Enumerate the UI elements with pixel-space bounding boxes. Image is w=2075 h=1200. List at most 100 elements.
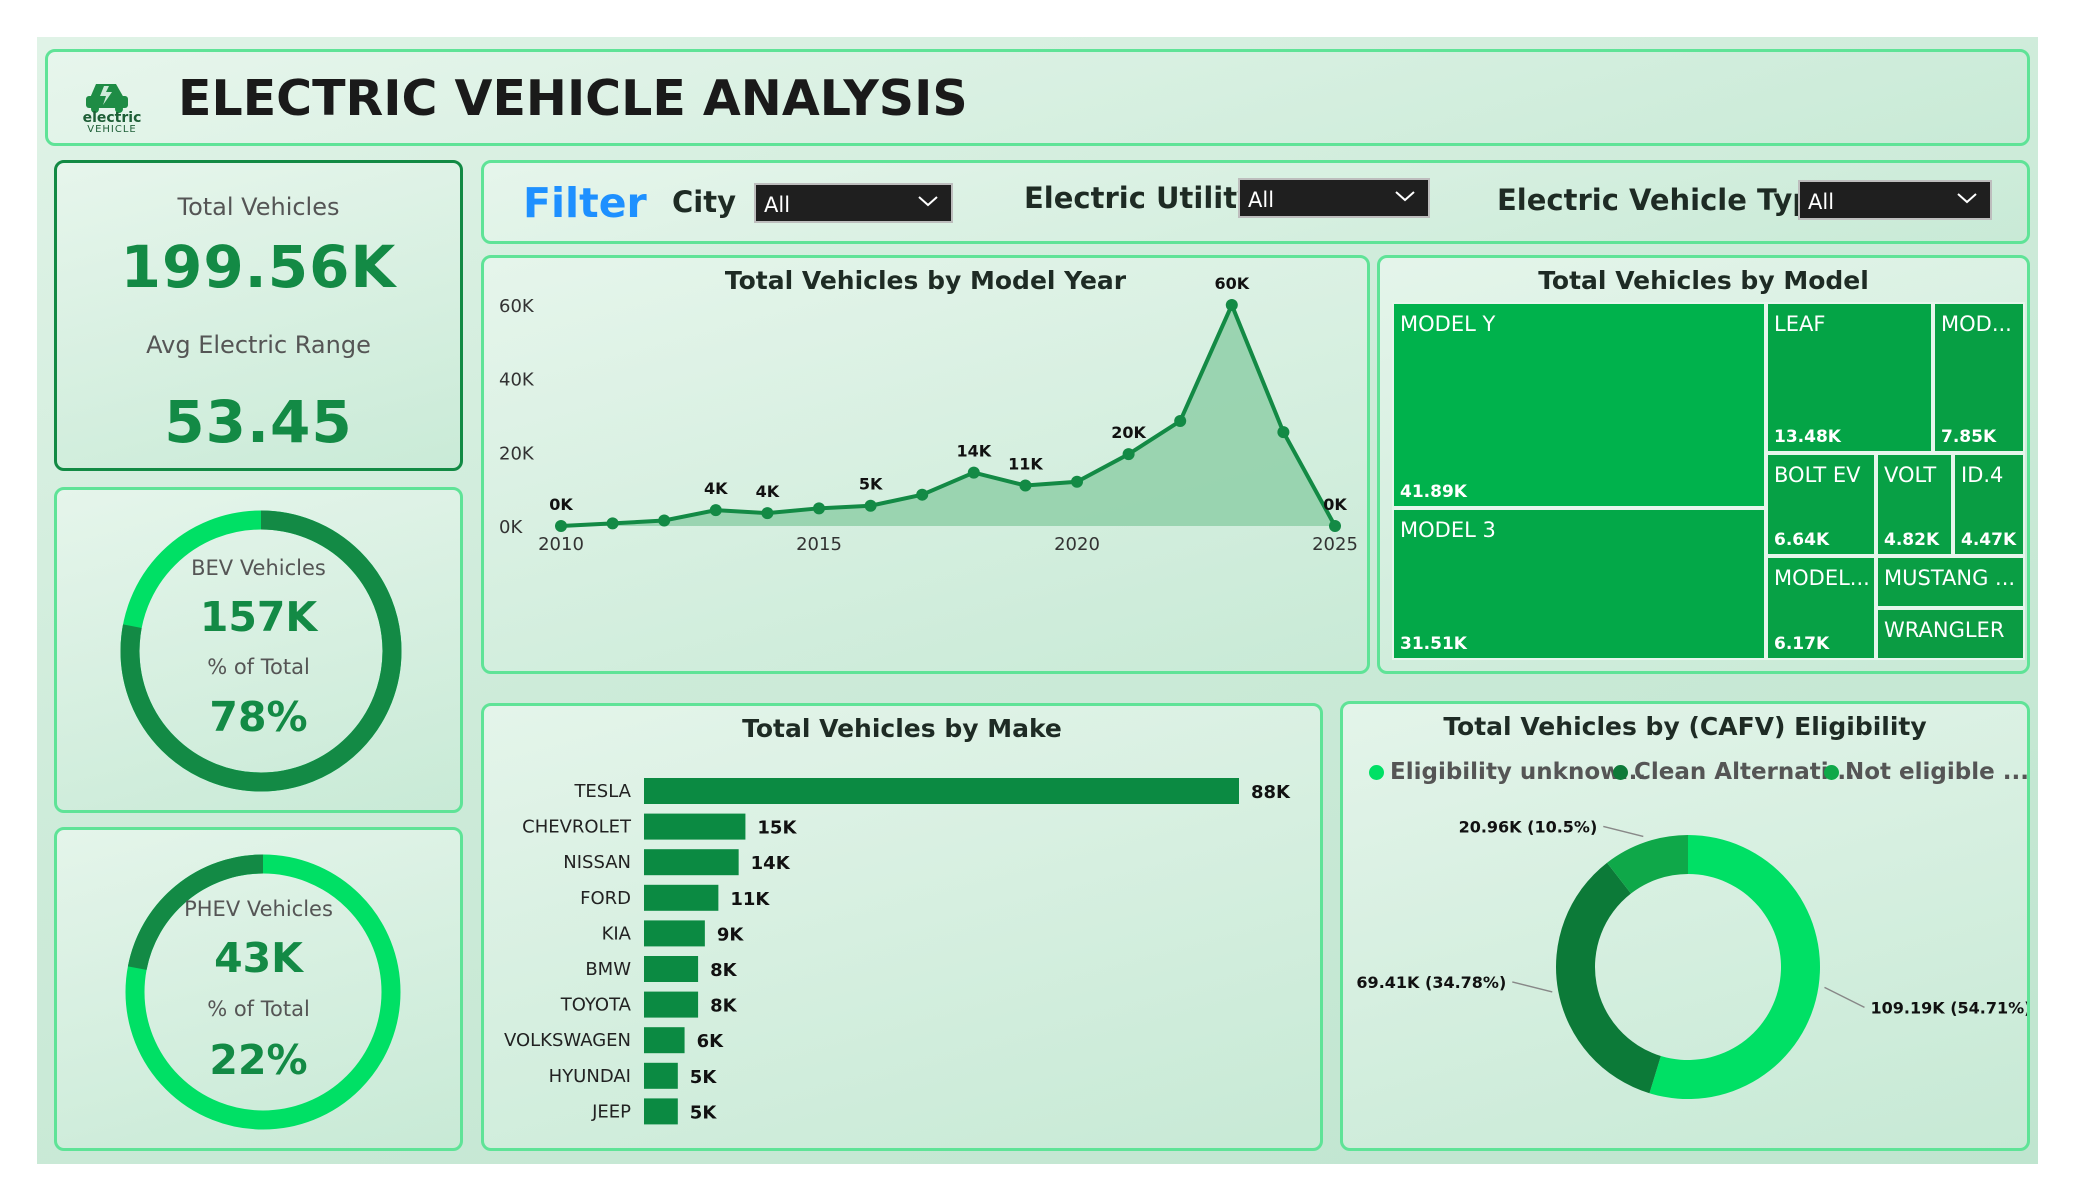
data-point — [967, 466, 980, 479]
city-dropdown-value: All — [764, 193, 791, 217]
treemap-cell-wrangler[interactable]: WRANGLER — [1876, 608, 2025, 660]
treemap-label: MODEL Y — [1400, 312, 1496, 336]
treemap-cell-leaf[interactable]: LEAF 13.48K — [1766, 302, 1933, 453]
data-label: 15K — [757, 818, 797, 839]
bar — [644, 956, 699, 982]
electric-utility-dropdown[interactable]: All — [1238, 178, 1430, 218]
total-vehicles-label: Total Vehicles — [177, 193, 340, 221]
ev-type-dropdown-value: All — [1808, 190, 1835, 214]
treemap-cell-volt[interactable]: VOLT 4.82K — [1876, 453, 1953, 556]
x-tick-label: 2025 — [1312, 534, 1358, 555]
logo-text-electric: electric — [82, 110, 142, 126]
model-year-area-chart: 0K 20K 40K 60K 2010 2015 2020 2025 0K 4K 4K 5K 14K 11… — [499, 274, 1358, 555]
data-point — [813, 502, 825, 515]
page-title: ELECTRIC VEHICLE ANALYSIS — [178, 70, 968, 127]
bar — [644, 884, 719, 911]
total-vehicles-value: 199.56K — [120, 233, 397, 301]
ev-type-dropdown[interactable]: All — [1798, 180, 1992, 220]
data-label: 88K — [1251, 782, 1291, 803]
data-label: 60K — [1214, 274, 1249, 293]
leader-line — [1603, 825, 1644, 838]
data-point — [1019, 479, 1032, 492]
bar — [644, 1062, 678, 1089]
city-dropdown[interactable]: All — [754, 183, 953, 223]
x-tick-label: 2015 — [796, 534, 842, 555]
treemap-label: WRANGLER — [1884, 618, 2005, 642]
treemap-cell-model-x[interactable]: MODEL... 6.17K — [1766, 556, 1876, 660]
data-label: 5K — [690, 1067, 718, 1088]
filter-title: Filter — [523, 179, 647, 227]
legend-label: Clean Alternati... — [1634, 759, 1855, 785]
category-label: JEEP — [591, 1101, 631, 1122]
data-label: 20K — [1111, 423, 1146, 442]
avg-range-label: Avg Electric Range — [146, 331, 371, 359]
logo-text-vehicle: VEHICLE — [87, 124, 137, 135]
model-year-chart-panel: Total Vehicles by Model Year 0K 20K 40K 60K… — [481, 255, 1370, 674]
treemap-cell-id4[interactable]: ID.4 4.47K — [1953, 453, 2025, 556]
treemap-cell-model-y[interactable]: MODEL Y 41.89K — [1392, 302, 1766, 508]
data-label: 9K — [717, 924, 745, 945]
category-label: FORD — [580, 888, 631, 909]
bev-donut-arc — [120, 510, 402, 792]
data-label: 14K — [751, 853, 791, 874]
treemap-label: LEAF — [1774, 312, 1826, 336]
category-label: CHEVROLET — [522, 817, 632, 838]
phev-value: 43K — [214, 934, 303, 982]
treemap-label: ID.4 — [1961, 463, 2004, 487]
category-label: KIA — [602, 923, 632, 944]
cafv-chart-title: Total Vehicles by (CAFV) Eligibility — [1443, 712, 1927, 741]
treemap-cell-mustang[interactable]: MUSTANG ... — [1876, 556, 2025, 608]
chevron-down-icon — [918, 196, 938, 207]
area-fill — [561, 305, 1335, 526]
legend-label: Not eligible ... — [1845, 759, 2029, 785]
data-label: 4K — [756, 482, 780, 501]
bar — [644, 849, 739, 876]
cafv-chart-panel: Total Vehicles by (CAFV) Eligibility Eli… — [1340, 701, 2030, 1151]
ev-logo: electric VEHICLE — [76, 72, 148, 135]
data-point — [1277, 426, 1290, 439]
bev-label: BEV Vehicles — [191, 556, 326, 580]
donut-slice — [1649, 835, 1821, 1099]
treemap-cell-model-3[interactable]: MODEL 3 31.51K — [1392, 508, 1766, 660]
legend-dot-icon — [1369, 764, 1384, 780]
category-label: BMW — [585, 959, 631, 980]
treemap-label: MUSTANG ... — [1884, 566, 2016, 590]
data-point — [658, 514, 671, 527]
treemap-cell-model-s[interactable]: MOD... 7.85K — [1933, 302, 2025, 453]
treemap-label: BOLT EV — [1774, 463, 1861, 487]
data-label: 6K — [697, 1031, 725, 1052]
data-point — [1122, 448, 1135, 461]
phev-label: PHEV Vehicles — [184, 897, 333, 921]
data-label: 20.96K (10.5%) — [1459, 817, 1598, 836]
treemap-value: 13.48K — [1774, 427, 1841, 447]
category-label: VOLKSWAGEN — [504, 1030, 631, 1051]
treemap-value: 7.85K — [1941, 427, 1997, 447]
treemap-value: 4.82K — [1884, 530, 1940, 550]
model-year-chart-title: Total Vehicles by Model Year — [724, 266, 1127, 295]
treemap-area: MODEL Y 41.89K MODEL 3 31.51K LEAF 13.48… — [1392, 302, 2025, 660]
bar — [644, 813, 746, 840]
data-point — [864, 499, 877, 512]
data-point — [1071, 475, 1083, 488]
treemap-label: MODEL... — [1774, 566, 1870, 590]
model-treemap-panel: Total Vehicles by Model MODEL Y 41.89K M… — [1377, 255, 2030, 674]
category-label: TESLA — [573, 781, 631, 802]
legend-item-clean[interactable]: Clean Alternati... — [1613, 759, 1855, 785]
legend-item-not-eligible[interactable]: Not eligible ... — [1824, 759, 2029, 785]
bar — [644, 920, 705, 947]
phev-pct-value: 22% — [209, 1036, 308, 1084]
y-tick-label: 40K — [499, 370, 535, 391]
model-treemap-title: Total Vehicles by Model — [1538, 266, 1869, 295]
make-chart-title: Total Vehicles by Make — [742, 714, 1062, 743]
y-tick-label: 60K — [499, 296, 535, 317]
donut-slice — [1556, 862, 1661, 1094]
legend-item-unknown[interactable]: Eligibility unknow... — [1369, 759, 1646, 785]
series-line — [560, 299, 1337, 528]
x-tick-label: 2010 — [538, 534, 584, 555]
make-bar-chart: TESLA 88K CHEVROLET 15K NISSAN 14K FORD 11K KIA 9… — [504, 778, 1291, 1125]
data-label: 5K — [690, 1102, 718, 1123]
car-plug-icon — [86, 84, 128, 113]
data-label: 11K — [1008, 454, 1043, 473]
treemap-cell-bolt-ev[interactable]: BOLT EV 6.64K — [1766, 453, 1876, 556]
ev-type-label: Electric Vehicle Type — [1497, 183, 1833, 217]
